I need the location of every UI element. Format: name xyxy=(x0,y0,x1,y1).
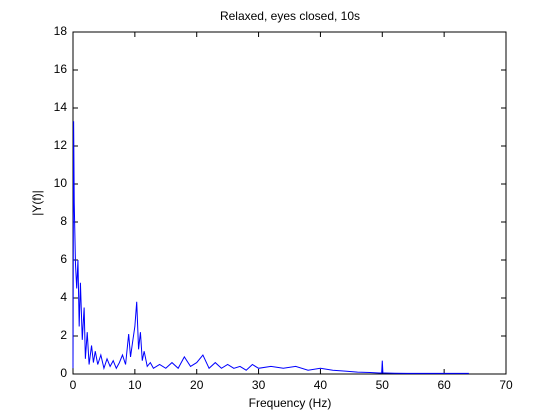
x-tick-label: 50 xyxy=(376,378,390,392)
x-tick-label: 20 xyxy=(190,378,204,392)
y-tick-label: 0 xyxy=(60,366,67,380)
x-tick-label: 70 xyxy=(499,378,513,392)
x-tick-label: 60 xyxy=(437,378,451,392)
y-tick-label: 8 xyxy=(60,214,67,228)
y-tick-label: 12 xyxy=(54,138,68,152)
y-tick-label: 2 xyxy=(60,328,67,342)
spectrum-line xyxy=(72,121,469,374)
y-tick-label: 16 xyxy=(54,62,68,76)
y-tick-label: 10 xyxy=(54,176,68,190)
plot-area xyxy=(72,31,507,375)
y-axis-label: |Y(f)| xyxy=(30,190,44,216)
x-axis-label: Frequency (Hz) xyxy=(249,396,332,410)
x-tick-label: 40 xyxy=(314,378,328,392)
x-tick-label: 30 xyxy=(252,378,266,392)
x-tick-label: 0 xyxy=(70,378,77,392)
y-tick-label: 6 xyxy=(60,252,67,266)
y-tick-label: 14 xyxy=(54,100,68,114)
chart-title: Relaxed, eyes closed, 10s xyxy=(220,9,360,23)
x-tick-label: 10 xyxy=(128,378,142,392)
y-tick-label: 4 xyxy=(60,290,67,304)
y-tick-label: 18 xyxy=(54,24,68,38)
